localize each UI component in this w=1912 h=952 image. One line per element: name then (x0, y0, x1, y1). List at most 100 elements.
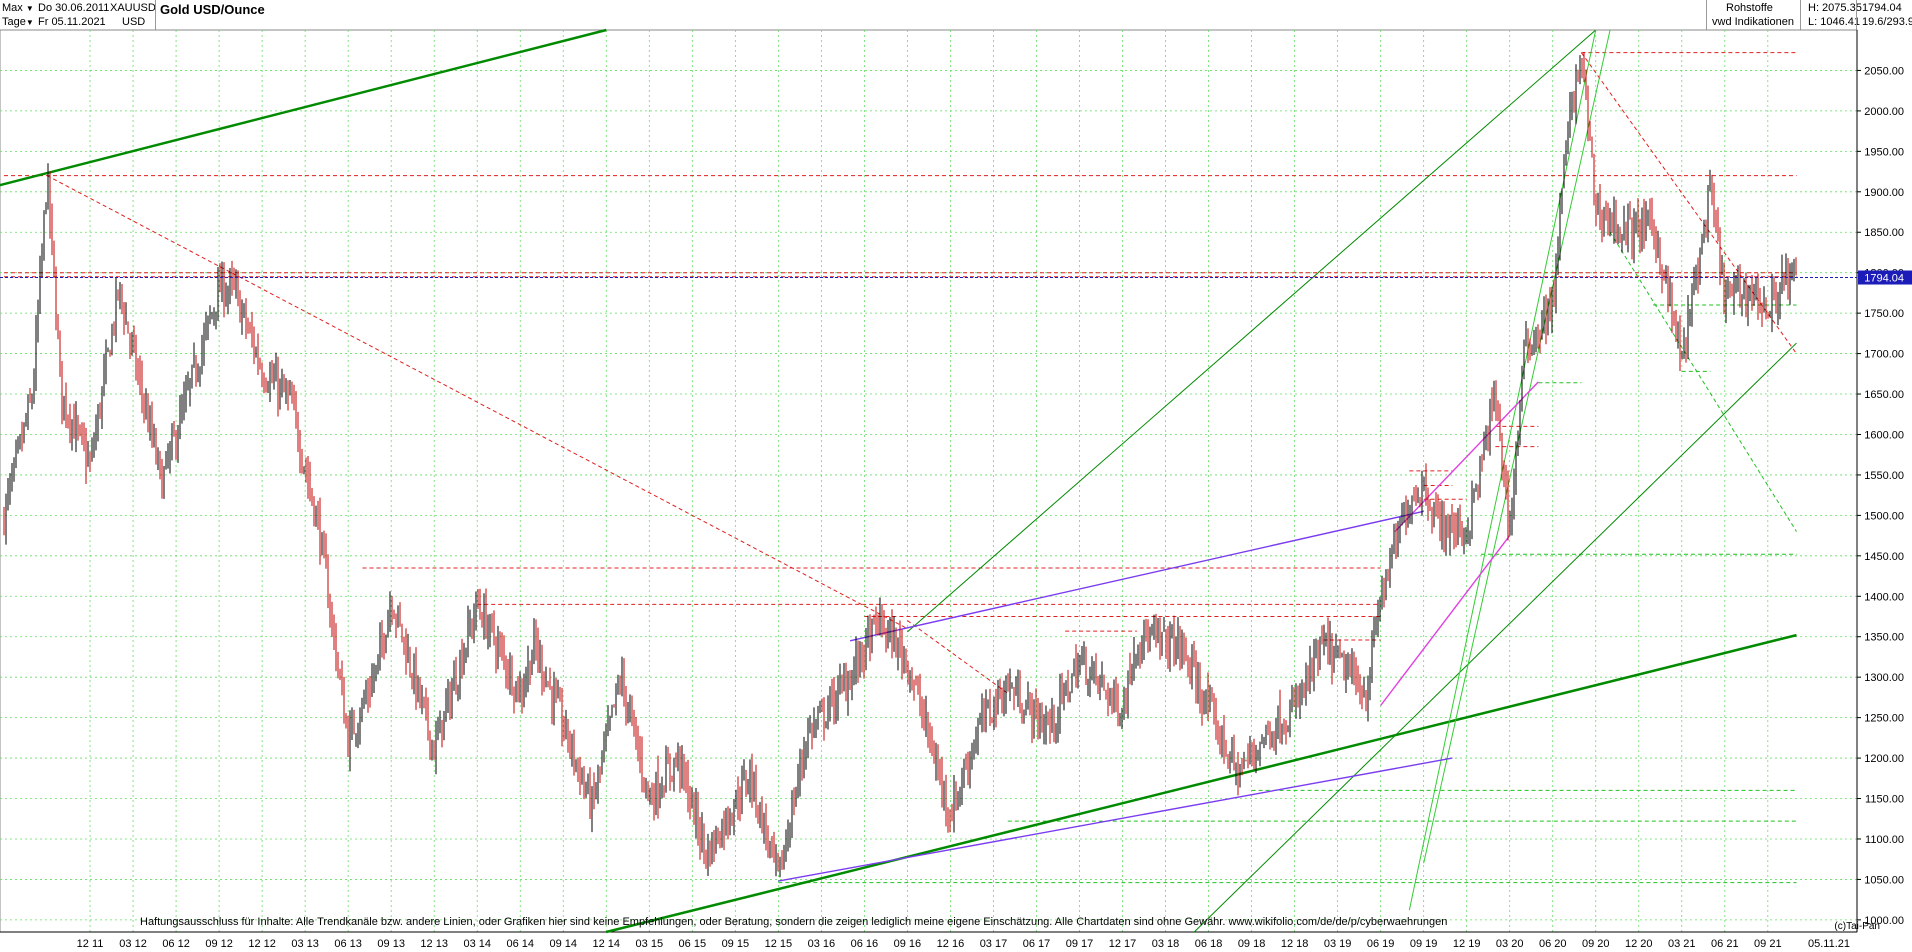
x-tick-label: 03 18 (1152, 938, 1180, 950)
magenta-trendline (1394, 381, 1539, 533)
x-tick-label: 09 14 (549, 938, 577, 950)
header-divider (1856, 0, 1857, 30)
x-tick-label: 05.11.21 (1808, 938, 1850, 950)
plot-frame (0, 29, 1858, 933)
interval-selector[interactable]: Tage▼ (2, 16, 34, 28)
last-price-tag (1858, 270, 1912, 285)
channel-line (1423, 29, 1611, 864)
x-tick-label: 09 15 (722, 938, 750, 950)
x-tick-label: 12 13 (420, 938, 448, 950)
x-tick-label: 09 21 (1754, 938, 1782, 950)
x-tick-label: 06 15 (679, 938, 707, 950)
x-tick-label: 12 12 (248, 938, 276, 950)
x-tick-label: 09 13 (377, 938, 405, 950)
x-tick-label: 12 17 (1109, 938, 1137, 950)
x-tick-label: 12 18 (1281, 938, 1309, 950)
purple-trendline (778, 757, 1453, 882)
y-tick-label: 1700.00 (1864, 349, 1904, 361)
x-tick-label: 03 16 (808, 938, 836, 950)
category-label: Rohstoffe (1726, 2, 1773, 14)
end-date: Fr 05.11.2021 (38, 16, 106, 28)
x-tick-label: 12 11 (77, 938, 104, 950)
x-tick-label: 06 13 (334, 938, 362, 950)
y-tick-label: 1250.00 (1864, 713, 1904, 725)
x-tick-label: 12 14 (593, 938, 621, 950)
x-tick-label: 06 19 (1367, 938, 1395, 950)
copyright-label: (c)Tai-Pan (1834, 921, 1880, 932)
x-tick-label: 03 12 (119, 938, 147, 950)
x-tick-label: 03 19 (1324, 938, 1352, 950)
header-divider (155, 0, 156, 30)
y-tick-label: 1750.00 (1864, 308, 1904, 320)
x-tick-label: 09 20 (1582, 938, 1610, 950)
y-tick-label: 1050.00 (1864, 874, 1904, 886)
x-tick-label: 06 16 (851, 938, 879, 950)
low-value: L: 1046.41 (1808, 16, 1860, 28)
x-tick-label: 09 19 (1410, 938, 1438, 950)
x-tick-label: 12 16 (937, 938, 965, 950)
x-tick-label: 06 20 (1539, 938, 1567, 950)
x-tick-label: 06 17 (1023, 938, 1051, 950)
y-tick-label: 1850.00 (1864, 227, 1904, 239)
header-divider (1800, 0, 1801, 30)
x-tick-label: 03 13 (291, 938, 319, 950)
header-divider (1706, 0, 1707, 30)
channel-line (1193, 342, 1797, 933)
y-tick-label: 1950.00 (1864, 146, 1904, 158)
x-tick-label: 03 17 (980, 938, 1008, 950)
y-tick-label: 1350.00 (1864, 632, 1904, 644)
x-tick-label: 12 20 (1625, 938, 1653, 950)
x-tick-label: 03 14 (463, 938, 491, 950)
y-tick-label: 1400.00 (1864, 591, 1904, 603)
y-tick-label: 1650.00 (1864, 389, 1904, 401)
disclaimer-text: Haftungsausschluss für Inhalte: Alle Tre… (140, 916, 1448, 928)
downtrend-line (1580, 52, 1797, 354)
long-term-trendline (605, 633, 1797, 934)
last-price-label: 1794.04 (1864, 273, 1904, 285)
long-term-trendline (0, 28, 607, 187)
y-tick-label: 1600.00 (1864, 429, 1904, 441)
y-tick-label: 1450.00 (1864, 551, 1904, 563)
chart-title: Gold USD/Ounce (160, 2, 265, 17)
start-date: Do 30.06.2011 (38, 2, 110, 14)
x-tick-label: 06 14 (506, 938, 534, 950)
x-tick-label: 09 17 (1066, 938, 1094, 950)
y-tick-label: 1000.00 (1864, 915, 1904, 927)
channel-line (907, 29, 1597, 633)
x-tick-label: 06 21 (1711, 938, 1739, 950)
x-tick-label: 03 21 (1668, 938, 1696, 950)
period-selector[interactable]: Max ▼ (2, 2, 34, 14)
downtrend-line (46, 175, 908, 630)
chart-header: Max ▼ Tage▼ Do 30.06.2011 Fr 05.11.2021 … (0, 0, 1912, 30)
y-tick-label: 1300.00 (1864, 672, 1904, 684)
channel-line (1408, 29, 1597, 911)
provider-label: vwd Indikationen (1712, 16, 1794, 28)
y-tick-label: 1150.00 (1865, 794, 1904, 806)
x-tick-label: 12 19 (1453, 938, 1481, 950)
purple-trendline (849, 510, 1424, 642)
high-value: H: 2075.35 (1808, 2, 1862, 14)
x-tick-label: 06 18 (1195, 938, 1223, 950)
x-tick-label: 03 15 (636, 938, 664, 950)
y-tick-label: 2000.00 (1864, 106, 1904, 118)
y-tick-label: 2050.00 (1864, 65, 1904, 77)
y-tick-label: 1550.00 (1864, 470, 1904, 482)
chevron-down-icon: ▼ (25, 4, 34, 13)
x-tick-label: 09 18 (1238, 938, 1266, 950)
y-tick-label: 1900.00 (1864, 187, 1904, 199)
change-value: 19.6/293.9 (1862, 16, 1912, 28)
channel-line (1609, 231, 1797, 532)
y-tick-label: 1200.00 (1864, 753, 1904, 765)
x-tick-label: 09 16 (894, 938, 922, 950)
x-tick-label: 09 12 (205, 938, 233, 950)
y-tick-label: 1100.00 (1865, 834, 1904, 846)
y-tick-label: 1500.00 (1864, 510, 1904, 522)
symbol-label: XAUUSD (110, 2, 156, 14)
magenta-trendline (1380, 535, 1511, 706)
chevron-down-icon: ▼ (25, 18, 34, 27)
last-value: 1794.04 (1862, 2, 1902, 14)
x-tick-label: 03 20 (1496, 938, 1524, 950)
x-tick-label: 06 12 (162, 938, 190, 950)
currency-label: USD (122, 16, 146, 28)
